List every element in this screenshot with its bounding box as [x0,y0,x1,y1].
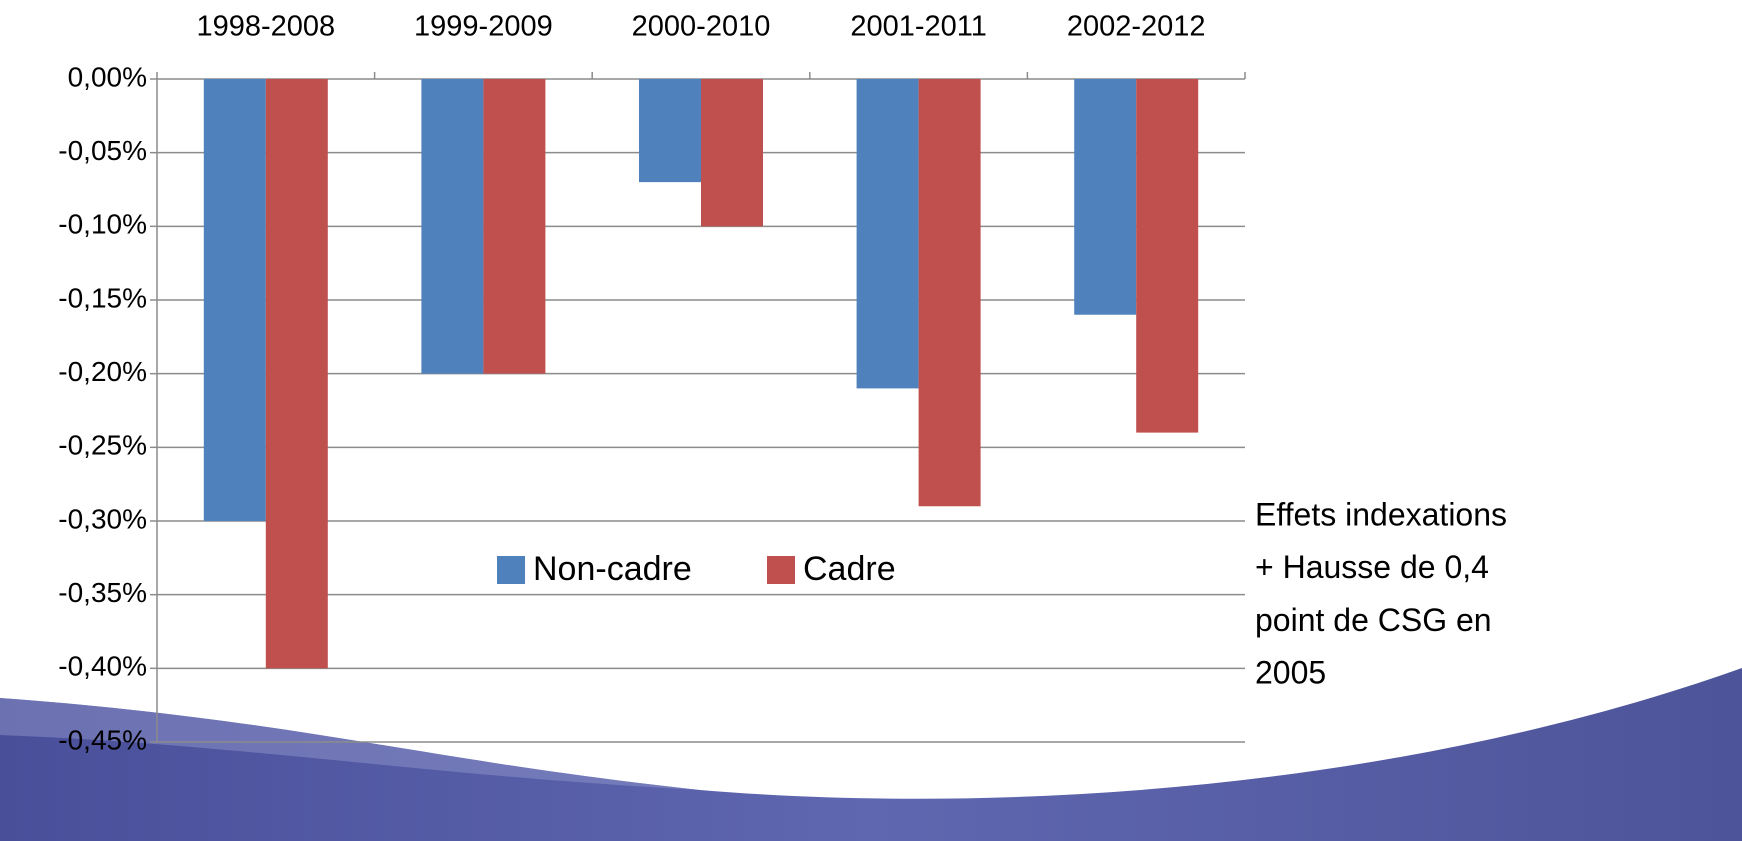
x-tick-label: 1999-2009 [414,11,553,43]
y-tick-label: 0,00% [68,61,147,92]
bar [1136,79,1199,433]
bar [701,79,763,227]
bar [203,79,266,521]
bar [856,79,919,389]
bar [1074,79,1137,315]
y-tick-label: -0,25% [58,430,147,461]
x-tick-label: 2002-2012 [1067,11,1206,43]
y-tick-label: -0,40% [58,651,147,682]
y-tick-label: -0,05% [58,135,147,166]
y-tick-label: -0,30% [58,503,147,534]
y-tick-label: -0,20% [58,356,147,387]
annotation: 2005 [1255,655,1326,691]
y-tick-label: -0,10% [58,209,147,240]
annotation: + Hausse de 0,4 [1255,549,1489,585]
legend-swatch [497,556,525,584]
bar [421,79,484,374]
legend-label: Non-cadre [533,550,692,588]
y-tick-label: -0,15% [58,282,147,313]
background-swoosh [0,668,1742,841]
y-tick-label: -0,45% [58,724,147,755]
bar [918,79,981,507]
annotation: Effets indexations [1255,496,1507,532]
bar [639,79,701,183]
legend-label: Cadre [803,550,896,588]
background-swoosh-light [0,698,700,790]
x-tick-label: 2001-2011 [850,11,987,43]
x-tick-label: 2000-2010 [632,11,771,43]
annotation: point de CSG en [1255,602,1492,638]
bar [483,79,546,374]
bar [265,79,328,669]
x-tick-label: 1998-2008 [196,11,335,43]
y-tick-label: -0,35% [58,577,147,608]
legend-swatch [767,556,795,584]
